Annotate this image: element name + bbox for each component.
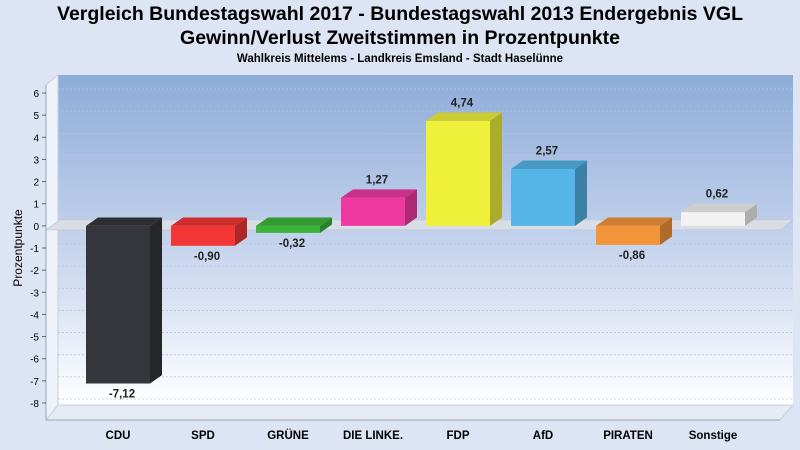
bar-side xyxy=(745,203,757,226)
y-tick-label: -4 xyxy=(30,310,39,321)
bar-grüne xyxy=(256,217,332,233)
x-tick-label: AfD xyxy=(533,430,553,442)
bar-front xyxy=(256,225,320,233)
y-tick-label: -8 xyxy=(30,399,39,410)
plot-background xyxy=(44,73,795,422)
plot-left-wall xyxy=(45,73,59,422)
bar-sonstige xyxy=(681,203,757,226)
chart-subtitle: Wahlkreis Mittelems - Landkreis Emsland … xyxy=(236,53,564,65)
chart-title: Vergleich Bundestagswahl 2017 - Bundesta… xyxy=(0,2,800,50)
bar-front xyxy=(681,212,745,226)
bar-front xyxy=(86,225,150,384)
plot-floor xyxy=(44,404,795,421)
data-label: -0,86 xyxy=(619,250,645,262)
bar-front xyxy=(426,120,490,226)
data-label: -7,12 xyxy=(109,389,135,401)
y-tick-label: -1 xyxy=(30,244,39,255)
bar-top xyxy=(596,217,672,226)
bar-fdp xyxy=(426,112,502,226)
y-tick-label: 0 xyxy=(33,222,39,233)
bar-top xyxy=(171,217,247,226)
y-tick-label: 1 xyxy=(33,200,39,211)
y-tick-label: 5 xyxy=(33,111,39,122)
data-label: 0,62 xyxy=(706,189,728,201)
x-axis: CDU SPD GRÜNE DIE LINKE. FDP AfD PIRATEN Sonsti… xyxy=(106,429,738,442)
y-tick-label: -5 xyxy=(30,333,39,344)
bar-spd xyxy=(171,217,247,246)
bar-front xyxy=(511,168,575,226)
bar-top xyxy=(86,217,162,226)
chart-title-line1: Vergleich Bundestagswahl 2017 - Bundesta… xyxy=(57,3,743,25)
bar-die-linke xyxy=(341,189,417,226)
y-tick-label: 3 xyxy=(33,155,39,166)
bar-top xyxy=(341,189,417,198)
bar-side xyxy=(660,217,672,245)
bar-top xyxy=(681,203,757,213)
bar-side xyxy=(490,112,502,226)
x-tick-label: GRÜNE xyxy=(267,429,309,442)
y-axis: 6 5 4 3 2 1 0 -1 -2 -3 -4 -5 -6 -7 -8 xyxy=(30,85,47,420)
chart-title-line2: Gewinn/Verlust Zweitstimmen in Prozentpu… xyxy=(180,27,620,49)
y-axis-label: Prozentpunkte xyxy=(11,209,25,287)
bar-piraten xyxy=(596,217,672,245)
x-tick-label: Sonstige xyxy=(689,430,738,442)
y-tick-label: -6 xyxy=(30,355,39,366)
bar-side xyxy=(320,217,332,233)
y-tick-label: 2 xyxy=(33,178,39,189)
x-tick-label: DIE LINKE. xyxy=(343,430,403,442)
bar-side xyxy=(405,189,417,226)
bar-front xyxy=(596,225,660,245)
bars xyxy=(86,112,757,384)
data-label: 4,74 xyxy=(451,98,474,110)
x-tick-label: CDU xyxy=(106,430,131,442)
bar-side xyxy=(575,160,587,226)
bar-side xyxy=(150,217,162,384)
bar-side xyxy=(235,217,247,246)
data-label: 2,57 xyxy=(536,146,558,158)
data-label: -0,32 xyxy=(279,238,305,250)
data-label: 1,27 xyxy=(366,174,388,186)
x-tick-label: FDP xyxy=(447,430,470,442)
y-tick-label: 6 xyxy=(33,89,39,100)
x-tick-label: PIRATEN xyxy=(603,430,653,442)
bar-front xyxy=(171,225,235,246)
bar-cdu xyxy=(86,217,162,384)
bar-front xyxy=(341,197,405,226)
y-tick-label: 4 xyxy=(33,133,39,144)
bar-top xyxy=(256,217,332,226)
x-tick-label: SPD xyxy=(191,430,215,442)
bar-top xyxy=(426,112,502,121)
y-tick-label: -7 xyxy=(30,377,39,388)
plot-back-wall xyxy=(58,75,793,405)
bar-top xyxy=(511,160,587,169)
y-tick-label: -3 xyxy=(30,288,39,299)
data-label: -0,90 xyxy=(194,251,220,263)
data-labels: -7,12 -0,90 -0,32 1,27 4,74 2,57 -0,86 0,62 xyxy=(109,98,728,401)
bar-afd xyxy=(511,160,587,226)
y-tick-label: -2 xyxy=(30,266,39,277)
